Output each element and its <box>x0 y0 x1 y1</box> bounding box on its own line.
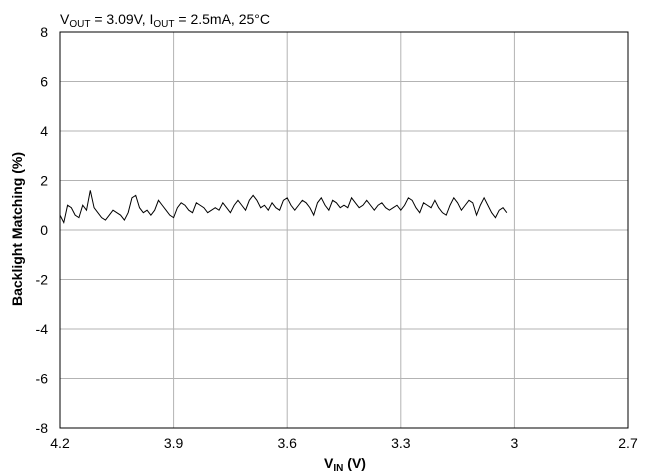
y-tick-label-3: -2 <box>36 272 49 288</box>
x-tick-label-1: 3.9 <box>164 435 184 451</box>
x-axis-title: VIN (V) <box>324 455 366 474</box>
x-tick-labels: 4.2 3.9 3.6 3.3 3 2.7 <box>50 435 638 451</box>
y-tick-label-2: -4 <box>36 321 49 337</box>
y-tick-label-1: -6 <box>36 371 49 387</box>
x-tick-label-2: 3.6 <box>277 435 297 451</box>
x-tick-label-5: 2.7 <box>618 435 638 451</box>
y-axis-title: Backlight Matching (%) <box>9 152 25 306</box>
y-tick-label-4: 0 <box>40 222 48 238</box>
chart-title: VOUT = 3.09V, IOUT = 2.5mA, 25°C <box>60 11 270 30</box>
y-tick-label-8: 8 <box>40 24 48 40</box>
series-line-0 <box>59 190 508 225</box>
y-tick-label-6: 4 <box>40 123 48 139</box>
series-layer <box>59 190 508 225</box>
grid-lines <box>59 31 629 429</box>
y-tick-label-5: 2 <box>40 173 48 189</box>
plot-frame <box>59 31 629 429</box>
x-tick-label-0: 4.2 <box>50 435 70 451</box>
y-tick-label-7: 6 <box>40 74 48 90</box>
y-tick-labels: -8 -6 -4 -2 0 2 4 6 8 <box>36 24 49 436</box>
x-tick-label-3: 3.3 <box>391 435 411 451</box>
x-tick-label-4: 3 <box>511 435 519 451</box>
y-tick-label-0: -8 <box>36 420 49 436</box>
